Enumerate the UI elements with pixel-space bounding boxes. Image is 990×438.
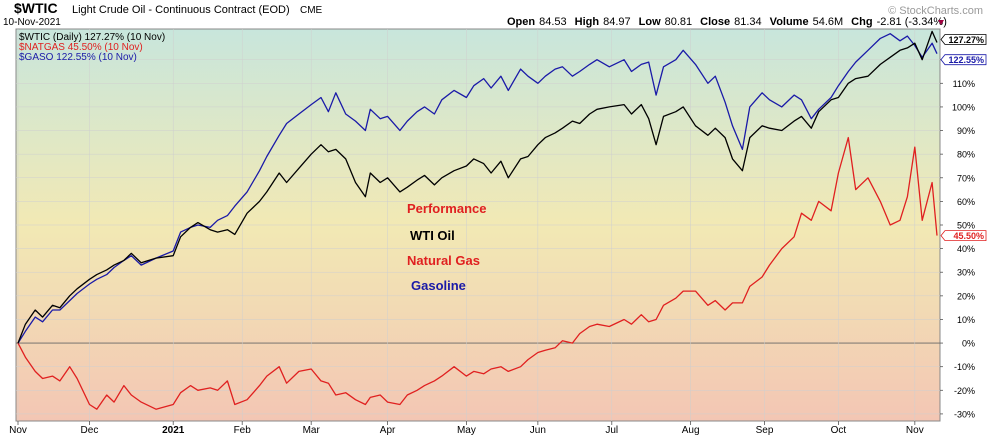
series-line-wtic bbox=[17, 30, 938, 344]
open-value: 84.53 bbox=[539, 16, 567, 28]
x-tick-label: Jun bbox=[530, 425, 546, 436]
legend-natgas: $NATGAS 45.50% (10 Nov) bbox=[19, 42, 143, 53]
legend: $WTIC (Daily) 127.27% (10 Nov) $NATGAS 4… bbox=[19, 32, 165, 63]
end-label-box bbox=[940, 230, 987, 242]
y-tick-label: 80% bbox=[957, 150, 975, 160]
y-tick-label: -30% bbox=[954, 409, 975, 419]
x-tick-label: Jul bbox=[605, 425, 618, 436]
volume-value: 54.6M bbox=[813, 16, 844, 28]
close-label: Close bbox=[700, 16, 730, 28]
x-tick-label: May bbox=[457, 425, 476, 436]
x-axis: Nov Dec 2021 Feb Mar Apr May Jun Jul Aug Sep Oct Nov bbox=[9, 421, 924, 436]
stockcharts-watermark: © StockCharts.com bbox=[888, 5, 983, 17]
quote-line: Open 84.53 High 84.97 Low 80.81 Close 81.34 Volu… bbox=[507, 16, 947, 28]
y-tick-label: 100% bbox=[952, 102, 975, 112]
x-tick-label: Oct bbox=[831, 425, 847, 436]
high-value: 84.97 bbox=[603, 16, 631, 28]
x-tick-label: Feb bbox=[234, 425, 252, 436]
chg-value: -2.81 (-3.34%) bbox=[877, 16, 947, 28]
x-tick-label: Dec bbox=[81, 425, 99, 436]
y-tick-label: 90% bbox=[957, 126, 975, 136]
end-label-box bbox=[940, 34, 987, 45]
annotation-gasoline: Gasoline bbox=[411, 278, 466, 293]
down-arrow-icon bbox=[938, 20, 944, 25]
x-tick-label: Mar bbox=[303, 425, 321, 436]
annotation-wti-oil: WTI Oil bbox=[410, 228, 455, 243]
annotation-performance: Performance bbox=[407, 201, 486, 216]
chart-header: $WTIC Light Crude Oil - Continuous Contr… bbox=[3, 0, 947, 28]
x-tick-label: Aug bbox=[682, 425, 700, 436]
end-label: 127.27% bbox=[940, 34, 987, 45]
y-tick-label: 30% bbox=[957, 268, 975, 278]
end-label: 45.50% bbox=[940, 230, 987, 242]
chg-label: Chg bbox=[851, 16, 872, 28]
series-line-gaso bbox=[17, 33, 938, 344]
high-label: High bbox=[575, 16, 600, 28]
y-tick-label: 40% bbox=[957, 244, 975, 254]
legend-wtic: $WTIC (Daily) 127.27% (10 Nov) bbox=[19, 32, 165, 43]
legend-gaso: $GASO 122.55% (10 Nov) bbox=[19, 52, 137, 63]
y-tick-label: 60% bbox=[957, 197, 975, 207]
series-lines bbox=[17, 30, 938, 410]
end-label-text: 45.50% bbox=[953, 231, 984, 241]
low-value: 80.81 bbox=[665, 16, 693, 28]
y-tick-label: 10% bbox=[957, 315, 975, 325]
end-labels: 127.27% 122.55% 45.50% bbox=[940, 34, 987, 242]
x-tick-label: 2021 bbox=[162, 425, 185, 436]
annotations: Performance WTI Oil Natural Gas Gasoline bbox=[407, 201, 486, 293]
chart-date: 10-Nov-2021 bbox=[3, 17, 61, 28]
end-label-text: 122.55% bbox=[948, 55, 984, 65]
annotation-natural-gas: Natural Gas bbox=[407, 253, 480, 268]
y-tick-label: 20% bbox=[957, 291, 975, 301]
end-label-text: 127.27% bbox=[948, 35, 984, 45]
symbol-description: Light Crude Oil - Continuous Contract (E… bbox=[72, 4, 290, 16]
y-tick-label: -10% bbox=[954, 362, 975, 372]
y-tick-label: 50% bbox=[957, 221, 975, 231]
x-tick-label: Nov bbox=[906, 425, 924, 436]
volume-label: Volume bbox=[770, 16, 809, 28]
series-line-natgas bbox=[17, 136, 938, 410]
grid-lines bbox=[16, 29, 940, 421]
symbol-title: $WTIC bbox=[14, 0, 58, 16]
open-label: Open bbox=[507, 16, 535, 28]
y-tick-label: 110% bbox=[953, 79, 975, 89]
x-tick-label: Apr bbox=[380, 425, 396, 436]
y-tick-label: 0% bbox=[962, 339, 975, 349]
end-label: 122.55% bbox=[940, 54, 987, 66]
x-tick-label: Sep bbox=[756, 425, 774, 436]
y-tick-label: -20% bbox=[954, 386, 975, 396]
low-label: Low bbox=[639, 16, 661, 28]
close-value: 81.34 bbox=[734, 16, 762, 28]
y-tick-label: 70% bbox=[957, 173, 975, 183]
exchange-label: CME bbox=[300, 5, 323, 16]
x-tick-label: Nov bbox=[9, 425, 27, 436]
end-label-box bbox=[940, 54, 987, 66]
